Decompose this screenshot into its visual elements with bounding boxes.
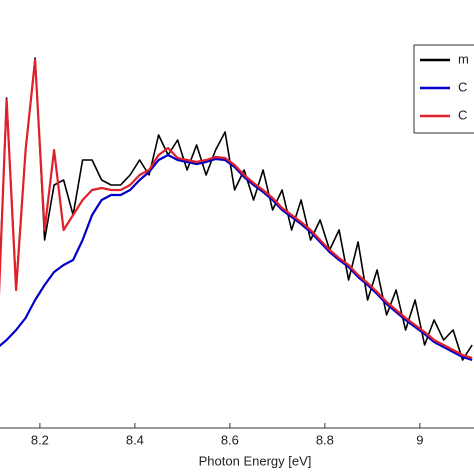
legend-label: m	[458, 51, 469, 66]
x-tick-label: 8.8	[316, 432, 334, 447]
series-line	[0, 153, 473, 362]
series-line	[0, 57, 473, 361]
x-tick-label: 9	[416, 432, 423, 447]
series-line	[0, 58, 473, 360]
x-tick-label: 8.2	[31, 432, 49, 447]
x-tick-label: 8.4	[126, 432, 144, 447]
x-axis-label: Photon Energy [eV]	[199, 453, 312, 468]
legend-label: C	[458, 79, 467, 94]
legend-label: C	[458, 107, 467, 122]
x-tick-label: 8.6	[221, 432, 239, 447]
